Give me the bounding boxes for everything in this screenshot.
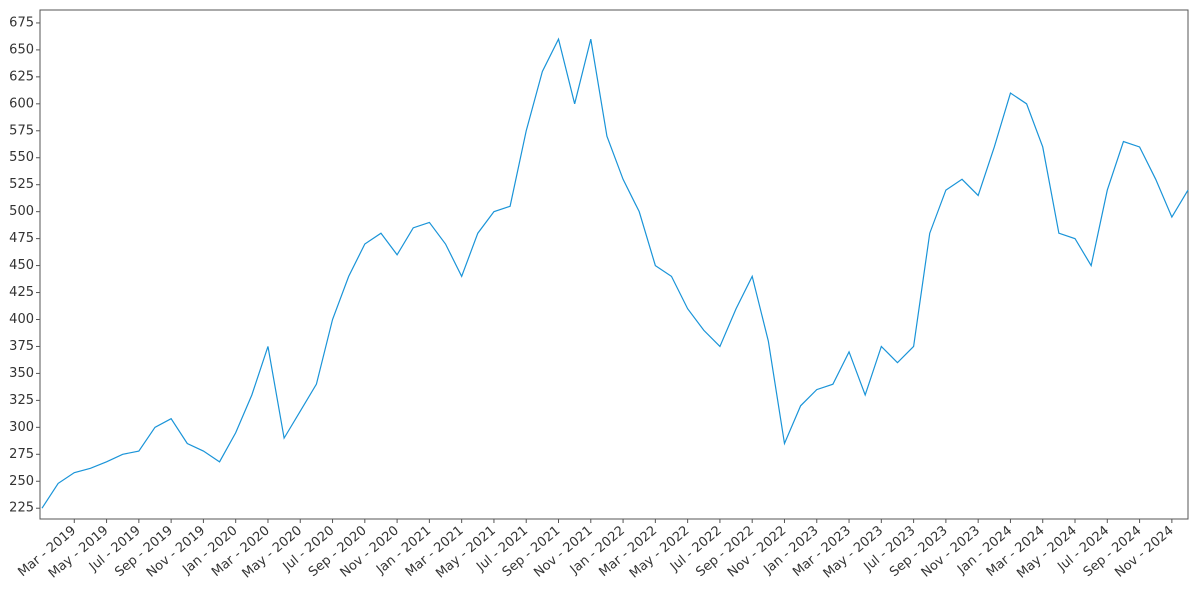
y-tick-label: 325 xyxy=(9,393,34,408)
y-tick-label: 250 xyxy=(9,474,34,489)
y-tick-label: 225 xyxy=(9,501,34,516)
y-tick-label: 450 xyxy=(9,258,34,273)
y-tick-label: 600 xyxy=(9,96,34,111)
y-tick-label: 350 xyxy=(9,366,34,381)
y-tick-label: 275 xyxy=(9,447,34,462)
data-line xyxy=(41,37,1189,509)
y-tick-label: 425 xyxy=(9,285,34,300)
y-tick-label: 525 xyxy=(9,177,34,192)
y-tick-label: 375 xyxy=(9,339,34,354)
y-tick-label: 300 xyxy=(9,420,34,435)
y-tick-label: 475 xyxy=(9,231,34,246)
y-tick-label: 400 xyxy=(9,312,34,327)
y-tick-label: 650 xyxy=(9,42,34,57)
y-tick-label: 675 xyxy=(9,15,34,30)
y-tick-label: 550 xyxy=(9,150,34,165)
plot-frame xyxy=(39,9,1189,520)
y-tick-label: 625 xyxy=(9,69,34,84)
y-tick-label: 500 xyxy=(9,204,34,219)
y-tick-label: 575 xyxy=(9,123,34,138)
